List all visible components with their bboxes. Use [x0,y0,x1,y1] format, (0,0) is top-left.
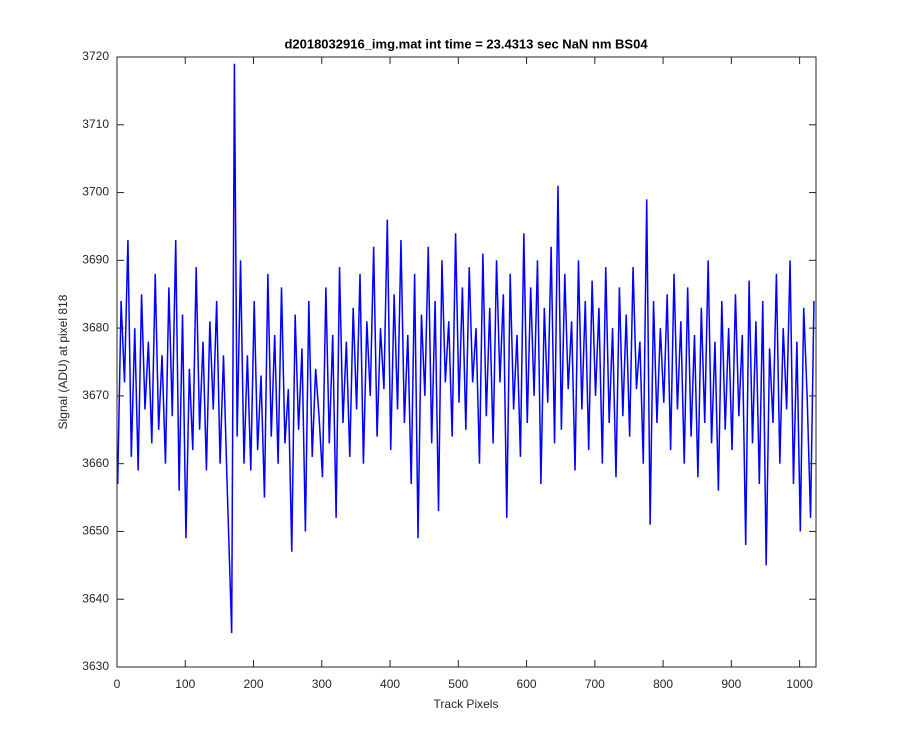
x-tick-label: 600 [517,677,537,691]
x-tick-label: 700 [585,677,605,691]
x-tick-label: 300 [312,677,332,691]
x-axis-label: Track Pixels [434,697,499,711]
y-tick-label: 3680 [82,320,109,334]
x-tick-label: 800 [653,677,673,691]
y-tick-label: 3630 [82,659,109,673]
y-tick-label: 3700 [82,185,109,199]
y-tick-label: 3670 [82,388,109,402]
y-tick-label: 3660 [82,456,109,470]
chart-title: d2018032916_img.mat int time = 23.4313 s… [284,36,648,51]
y-tick-label: 3720 [82,49,109,63]
data-line [116,63,815,634]
x-tick-label: 100 [175,677,195,691]
y-tick-label: 3640 [82,591,109,605]
x-tick-label: 1000 [786,677,813,691]
y-tick-label: 3690 [82,253,109,267]
x-tick-label: 200 [244,677,264,691]
axes-box [116,56,817,668]
y-tick-label: 3710 [82,117,109,131]
y-axis-label: Signal (ADU) at pixel 818 [56,294,70,429]
x-tick-label: 0 [114,677,121,691]
y-tick-label: 3650 [82,524,109,538]
x-tick-label: 900 [721,677,741,691]
x-tick-label: 400 [380,677,400,691]
x-tick-label: 500 [448,677,468,691]
